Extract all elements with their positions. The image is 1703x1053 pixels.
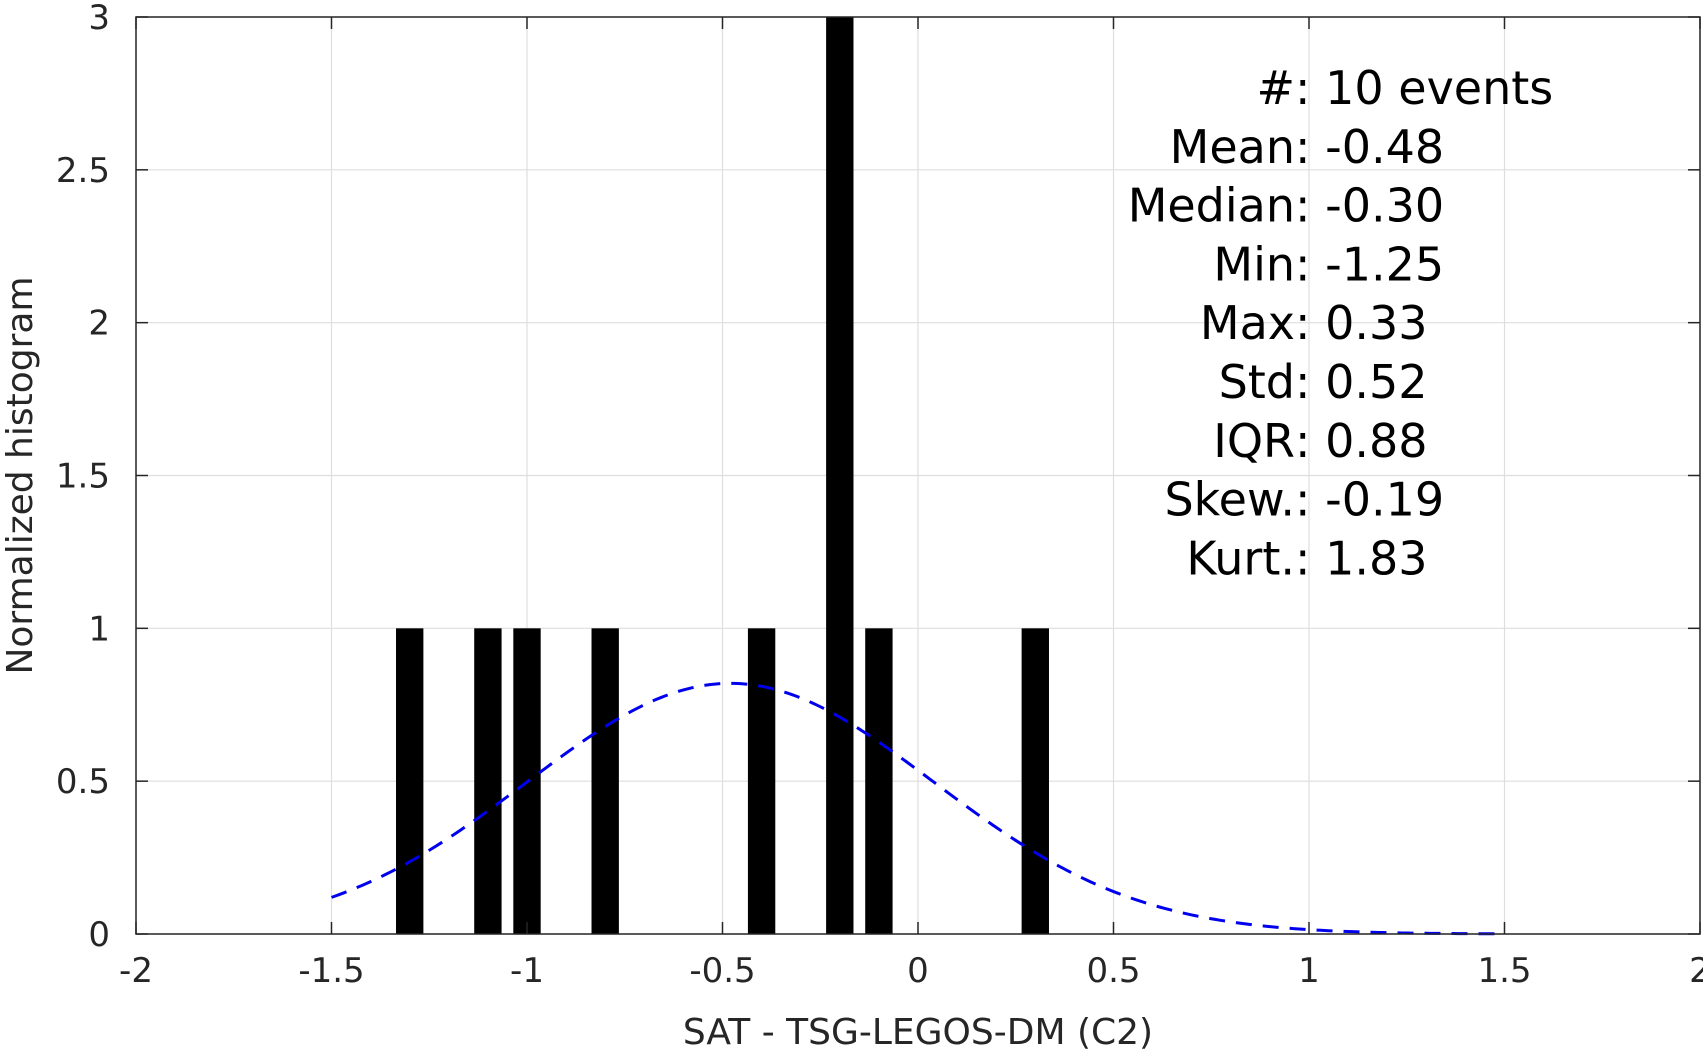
stat-label: # — [1256, 61, 1295, 115]
histogram-bars — [396, 17, 1049, 934]
stat-value: : -1.25 — [1295, 237, 1444, 291]
stat-value: : -0.48 — [1295, 120, 1444, 174]
x-tick-label: -0.5 — [689, 951, 755, 991]
x-tick-label: -1 — [510, 951, 544, 991]
y-tick-label: 2 — [88, 304, 110, 344]
stat-value: : 0.52 — [1295, 355, 1428, 409]
x-tick-label: 0 — [907, 951, 929, 991]
histogram-bar — [474, 628, 502, 934]
x-tick-label: 0.5 — [1086, 951, 1140, 991]
stat-value: : 0.88 — [1295, 414, 1428, 468]
y-tick-labels: 0 0.5 1 1.5 2 2.5 3 — [56, 0, 110, 955]
stat-label: IQR — [1213, 414, 1295, 468]
histogram-bar — [396, 628, 424, 934]
y-tick-label: 2.5 — [56, 151, 110, 191]
histogram-bar — [865, 628, 893, 934]
histogram-bar — [591, 628, 619, 934]
y-tick-label: 0 — [88, 915, 110, 955]
histogram-bar — [1021, 628, 1049, 934]
y-tick-label: 3 — [88, 0, 110, 38]
stat-value: : 10 events — [1295, 61, 1553, 115]
stat-value: : -0.30 — [1295, 179, 1444, 233]
stat-label: Median — [1128, 179, 1295, 233]
x-tick-label: -2 — [119, 951, 153, 991]
y-axis-label: Normalized histogram — [0, 276, 41, 674]
y-tick-label: 1 — [88, 609, 110, 649]
y-tick-label: 0.5 — [56, 762, 110, 802]
stat-value: : 1.83 — [1295, 531, 1428, 585]
stat-label: Min — [1213, 237, 1295, 291]
x-axis-label: SAT - TSG-LEGOS-DM (C2) — [683, 1012, 1153, 1053]
y-tick-label: 1.5 — [56, 457, 110, 497]
stat-value: : -0.19 — [1295, 473, 1444, 527]
stat-label: Mean — [1170, 120, 1295, 174]
stat-label: Max — [1200, 296, 1295, 350]
stat-label: Skew. — [1164, 473, 1295, 527]
axis-ticks — [135, 16, 1701, 935]
x-tick-label: 1 — [1298, 951, 1320, 991]
x-tick-labels: -2 -1.5 -1 -0.5 0 0.5 1 1.5 2 — [119, 951, 1703, 991]
histogram-bar — [826, 17, 854, 934]
stat-label: Std — [1219, 355, 1295, 409]
histogram-bar — [747, 628, 776, 934]
x-tick-label: -1.5 — [298, 951, 364, 991]
x-tick-label: 2 — [1689, 951, 1703, 991]
stat-label: Kurt. — [1186, 531, 1295, 585]
gaussian-fit-curve — [330, 681, 1505, 936]
stat-value: : 0.33 — [1295, 296, 1428, 350]
x-tick-label: 1.5 — [1477, 951, 1531, 991]
